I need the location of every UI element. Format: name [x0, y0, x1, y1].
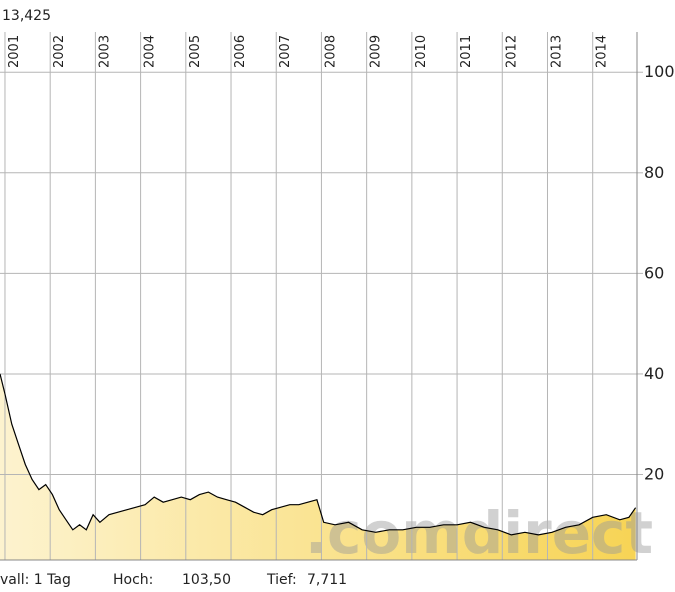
y-tick-label: 60 [644, 263, 664, 282]
x-tick-label: 2013 [549, 35, 564, 68]
x-tick-label: 2010 [414, 35, 429, 68]
x-tick-label: 2008 [323, 35, 338, 68]
y-tick-label: 20 [644, 465, 664, 484]
x-tick-label: 2006 [233, 35, 248, 68]
x-tick-label: 2009 [369, 35, 384, 68]
x-tick-label: 2007 [278, 35, 293, 68]
y-tick-label: 100 [644, 62, 675, 81]
interval: vall: 1 Tag [0, 572, 71, 588]
x-tick-label: 2004 [143, 35, 158, 68]
high-label: Hoch: [113, 572, 153, 588]
x-tick-label: 2005 [188, 35, 203, 68]
low-value: 7,711 [307, 572, 347, 588]
x-tick-label: 2003 [97, 35, 112, 68]
high-value: 103,50 [182, 572, 231, 588]
y-tick-label: 80 [644, 163, 664, 182]
y-tick-label: 40 [644, 364, 664, 383]
price-line [0, 373, 637, 536]
x-tick-label: 2011 [459, 35, 474, 68]
x-tick-label: 2002 [52, 35, 67, 68]
x-tick-label: 2001 [7, 35, 22, 68]
last-price: 13,425 [2, 8, 51, 24]
area [0, 373, 636, 560]
x-tick-label: 2012 [504, 35, 519, 68]
grid: 20 40 60 80 100 2001 2002 2003 2004 2005 2006 2007 2… [0, 32, 675, 561]
low-label: Tief: [266, 572, 297, 588]
x-tick-label: 2014 [595, 35, 610, 68]
watermark: .comdirect [305, 499, 653, 567]
